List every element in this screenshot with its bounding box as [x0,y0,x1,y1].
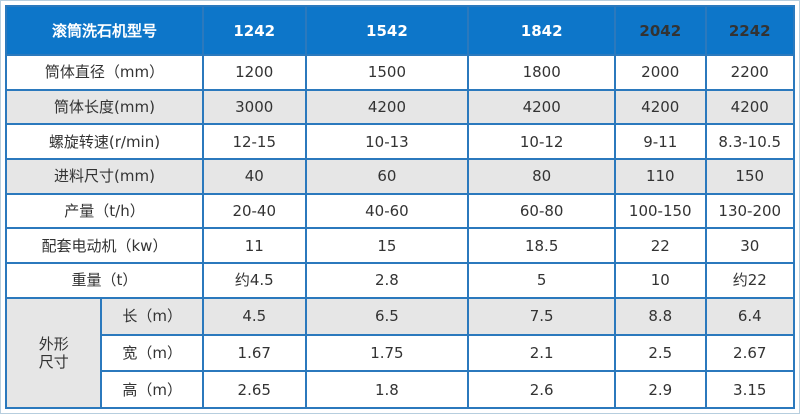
spec-value: 1800 [467,54,617,91]
row-label: 螺旋转速(r/min) [5,123,204,161]
dimension-group-label: 外形 尺寸 [4,296,103,410]
row-label: 重量（t） [5,262,204,299]
spec-value: 1.67 [201,333,307,373]
spec-value: 9-11 [614,123,707,161]
row-label: 产量（t/h） [5,192,204,230]
spec-value: 150 [704,158,795,195]
model-header-2042: 2042 [614,5,707,56]
spec-row-weight: 重量（t） 约4.5 2.8 5 10 约22 [5,262,795,299]
spec-value: 2.5 [614,333,707,373]
spec-value: 2.1 [467,333,617,373]
spec-value: 10-13 [304,123,470,161]
spec-value: 20-40 [201,192,307,230]
spec-value: 10 [614,262,707,299]
row-sublabel: 宽（m） [100,333,204,373]
row-sublabel: 长（m） [100,296,204,336]
spec-row-drum-diameter: 筒体直径（mm） 1200 1500 1800 2000 2200 [5,54,795,91]
spec-value: 4200 [467,88,617,126]
spec-row-length: 外形 尺寸 长（m） 4.5 6.5 7.5 8.8 6.4 [4,296,795,410]
model-header-1242: 1242 [201,5,307,56]
spec-value: 40 [201,158,307,195]
spec-value: 110 [614,158,707,195]
spec-row-height: 高（m） 2.65 1.8 2.6 2.9 3.15 [6,370,795,409]
spec-row-feed-size: 进料尺寸(mm) 40 60 80 110 150 [5,158,795,195]
table-body: 筒体直径（mm） 1200 1500 1800 2000 2200 筒体长度(m… [4,54,795,410]
spec-value: 8.3-10.5 [704,123,795,161]
spec-value: 2.65 [201,370,307,409]
spec-value: 1.75 [304,333,470,373]
spec-value: 30 [704,227,795,265]
spec-value: 3.15 [704,370,795,409]
spec-value: 12-15 [201,123,307,161]
row-label: 配套电动机（kw） [5,227,204,265]
spec-value: 2.6 [467,370,617,409]
model-header-1842: 1842 [467,5,617,56]
row-sublabel: 高（m） [100,370,204,409]
row-label: 筒体直径（mm） [5,54,204,91]
row-label: 筒体长度(mm) [5,88,204,126]
spec-value: 5 [467,262,617,299]
spec-value: 40-60 [304,192,470,230]
spec-value: 2.9 [614,370,707,409]
spec-value: 130-200 [704,192,795,230]
spec-value: 100-150 [614,192,707,230]
spec-value: 8.8 [614,296,707,336]
spec-value: 1.8 [304,370,470,409]
spec-value: 10-12 [467,123,617,161]
spec-value: 18.5 [467,227,617,265]
spec-value: 2.67 [704,333,795,373]
spec-value: 7.5 [467,296,617,336]
spec-value: 约22 [704,262,795,299]
spec-value: 4200 [614,88,707,126]
spec-row-capacity: 产量（t/h） 20-40 40-60 60-80 100-150 130-20… [5,192,795,230]
spec-value: 4200 [704,88,795,126]
spec-row-width: 宽（m） 1.67 1.75 2.1 2.5 2.67 [6,333,795,373]
spec-value: 6.5 [304,296,470,336]
spec-value: 60-80 [467,192,617,230]
spec-value: 2.8 [304,262,470,299]
spec-value: 60 [304,158,470,195]
spec-value: 3000 [201,88,307,126]
spec-row-motor-power: 配套电动机（kw） 11 15 18.5 22 30 [5,227,795,265]
table-title-cell: 滚筒洗石机型号 [5,5,204,56]
spec-value: 2200 [704,54,795,91]
spec-value: 6.4 [704,296,795,336]
spec-value: 1200 [201,54,307,91]
model-header-2242: 2242 [704,5,795,56]
spec-value: 1500 [304,54,470,91]
spec-value: 约4.5 [201,262,307,299]
spec-value: 4200 [304,88,470,126]
spec-value: 80 [467,158,617,195]
spec-value: 11 [201,227,307,265]
model-header-1542: 1542 [304,5,470,56]
spec-table: 滚筒洗石机型号 1242 1542 1842 2042 2242 筒体直径（mm… [4,5,795,410]
header-row: 滚筒洗石机型号 1242 1542 1842 2042 2242 [5,5,795,56]
spec-value: 2000 [614,54,707,91]
spec-row-drum-length: 筒体长度(mm) 3000 4200 4200 4200 4200 [5,88,795,126]
table-header: 滚筒洗石机型号 1242 1542 1842 2042 2242 [5,5,795,56]
row-label: 进料尺寸(mm) [5,158,204,195]
spec-value: 4.5 [201,296,307,336]
spec-value: 22 [614,227,707,265]
spec-value: 15 [304,227,470,265]
spec-row-spiral-speed: 螺旋转速(r/min) 12-15 10-13 10-12 9-11 8.3-1… [5,123,795,161]
